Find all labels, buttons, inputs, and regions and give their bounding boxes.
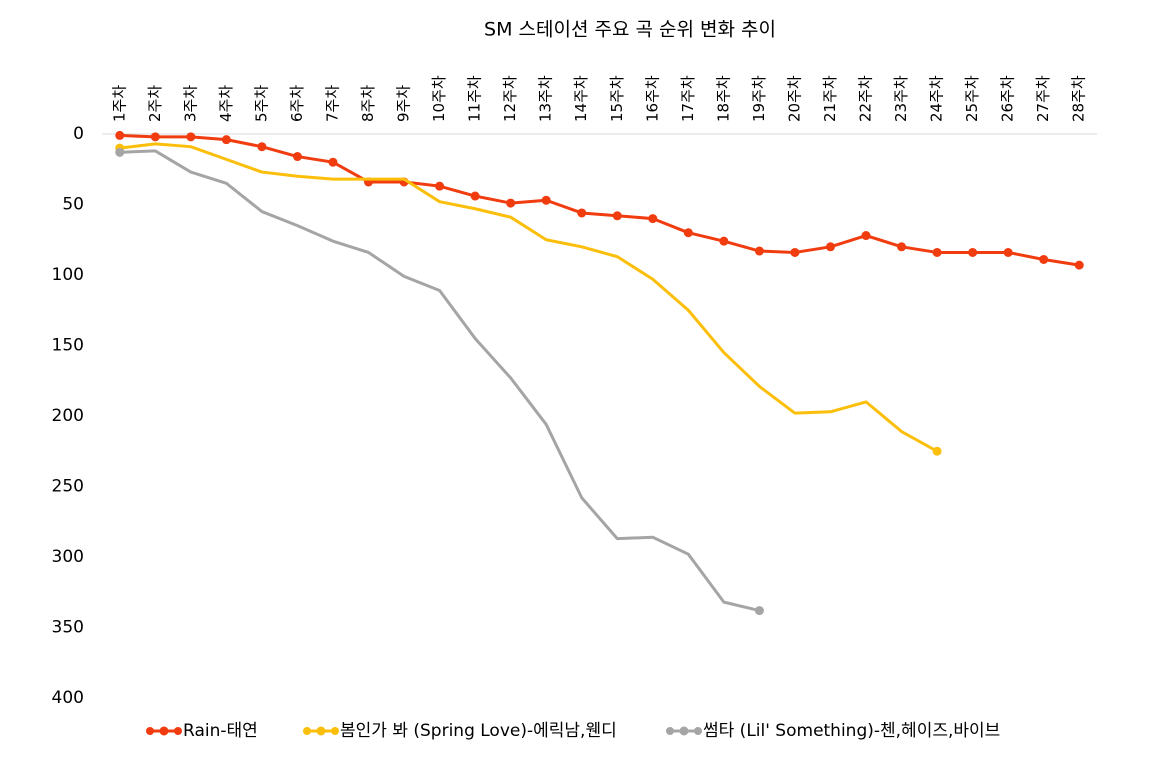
point-marker: [577, 208, 587, 218]
point-marker: [506, 198, 516, 208]
legend-marker: [666, 727, 674, 735]
legend-label: 썸타 (Lil' Something)-첸,헤이즈,바이브: [703, 721, 1000, 741]
legend-item: 썸타 (Lil' Something)-첸,헤이즈,바이브: [666, 721, 1000, 741]
point-marker: [897, 242, 907, 252]
point-marker: [790, 247, 800, 257]
chart-title: SM 스테이션 주요 곡 순위 변화 추이: [484, 19, 776, 41]
x-tick-label: 8주차: [359, 85, 377, 122]
x-tick-label: 26주차: [999, 75, 1017, 122]
series-line: [119, 133, 1080, 267]
x-tick-label: 18주차: [714, 75, 732, 122]
point-marker: [1003, 247, 1013, 257]
legend-marker: [146, 727, 154, 735]
y-tick-label: 150: [52, 336, 84, 356]
legend-marker: [174, 727, 182, 735]
legend-item: 봄인가 봐 (Spring Love)-에릭남,웬디: [303, 721, 617, 741]
x-tick-label: 3주차: [181, 85, 199, 122]
point-marker: [754, 246, 764, 256]
point-marker: [150, 132, 160, 142]
y-tick-label: 250: [52, 477, 84, 497]
point-marker: [221, 135, 231, 145]
legend-label: 봄인가 봐 (Spring Love)-에릭남,웬디: [340, 721, 617, 741]
series-line: [119, 142, 938, 453]
point-marker: [541, 195, 551, 205]
x-tick-label: 14주차: [572, 75, 590, 122]
x-tick-label: 11주차: [466, 75, 484, 122]
point-marker: [825, 242, 835, 252]
x-tick-label: 19주차: [750, 75, 768, 122]
point-marker: [186, 132, 196, 142]
x-tick-label: 15주차: [608, 75, 626, 122]
x-tick-label: 17주차: [679, 75, 697, 122]
y-tick-label: 300: [52, 547, 84, 567]
point-marker: [257, 142, 267, 152]
x-tick-label: 24주차: [928, 75, 946, 122]
legend-marker: [159, 726, 169, 736]
x-tick-label: 20주차: [785, 75, 803, 122]
y-tick-label: 50: [62, 195, 84, 215]
x-tick-label: 22주차: [857, 75, 875, 122]
point-marker: [435, 181, 445, 191]
legend-marker: [679, 726, 689, 736]
y-tick-label: 350: [52, 618, 84, 638]
point-marker: [861, 231, 871, 241]
x-tick-label: 9주차: [395, 85, 413, 122]
series-line: [119, 149, 760, 613]
point-marker: [328, 157, 338, 167]
x-tick-label: 5주차: [252, 85, 270, 122]
x-tick-label: 4주차: [217, 85, 235, 122]
y-tick-label: 0: [73, 124, 84, 144]
point-marker: [470, 191, 480, 201]
point-marker: [754, 606, 764, 616]
point-marker: [1039, 254, 1049, 264]
point-marker: [115, 147, 125, 157]
x-tick-label: 10주차: [430, 75, 448, 122]
y-tick-label: 100: [52, 265, 84, 285]
legend-marker: [316, 726, 326, 736]
x-tick-label: 27주차: [1034, 75, 1052, 122]
point-marker: [292, 152, 302, 162]
x-tick-label: 2주차: [146, 85, 164, 122]
legend-label: Rain-태연: [183, 721, 258, 741]
x-tick-label: 13주차: [537, 75, 555, 122]
point-marker: [683, 228, 693, 238]
point-marker: [932, 446, 942, 456]
x-tick-label: 6주차: [288, 85, 306, 122]
legend-marker: [303, 727, 311, 735]
point-marker: [1074, 260, 1084, 270]
point-marker: [932, 247, 942, 257]
point-marker: [115, 130, 125, 140]
point-marker: [719, 236, 729, 246]
legend-item: Rain-태연: [146, 721, 258, 741]
point-marker: [612, 211, 622, 221]
y-tick-label: 200: [52, 406, 84, 426]
point-marker: [968, 247, 978, 257]
point-marker: [648, 214, 658, 224]
x-tick-label: 1주차: [110, 85, 128, 122]
x-tick-label: 7주차: [323, 85, 341, 122]
x-tick-label: 23주차: [892, 75, 910, 122]
y-tick-label: 400: [52, 688, 84, 708]
x-tick-label: 21주차: [821, 75, 839, 122]
x-tick-label: 12주차: [501, 75, 519, 122]
x-tick-label: 16주차: [643, 75, 661, 122]
legend-marker: [694, 727, 702, 735]
legend-marker: [331, 727, 339, 735]
x-tick-label: 28주차: [1070, 75, 1088, 122]
x-tick-label: 25주차: [963, 75, 981, 122]
